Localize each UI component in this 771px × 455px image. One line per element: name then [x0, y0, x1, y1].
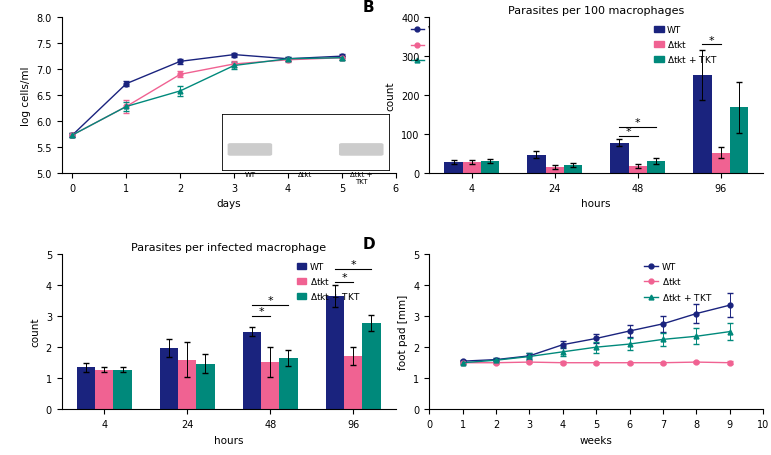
Bar — [77, 368, 95, 410]
X-axis label: days: days — [217, 199, 241, 209]
Y-axis label: log cells/ml: log cells/ml — [21, 66, 31, 126]
Bar — [564, 166, 582, 173]
Bar — [730, 108, 748, 173]
Bar — [261, 362, 279, 410]
Text: *: * — [626, 127, 631, 137]
Bar — [647, 162, 665, 173]
Text: *: * — [635, 118, 641, 128]
Bar — [197, 364, 214, 410]
Y-axis label: count: count — [30, 317, 40, 347]
Bar — [95, 370, 113, 410]
Text: *: * — [709, 35, 715, 46]
Bar — [463, 162, 481, 173]
Legend: WT, $\Delta$tkt, $\Delta$tkt+TKT: WT, $\Delta$tkt, $\Delta$tkt+TKT — [407, 23, 476, 70]
Bar — [178, 360, 197, 410]
Legend: WT, $\Delta$tkt, $\Delta$tkt + TKT: WT, $\Delta$tkt, $\Delta$tkt + TKT — [294, 259, 364, 305]
Bar — [546, 167, 564, 173]
Text: *: * — [350, 259, 356, 269]
Text: B: B — [362, 0, 374, 15]
Text: *: * — [268, 295, 273, 305]
Bar — [527, 155, 546, 173]
Text: D: D — [362, 236, 375, 251]
Bar — [160, 349, 178, 410]
Bar — [712, 153, 730, 173]
Title: Parasites per infected macrophage: Parasites per infected macrophage — [131, 242, 326, 252]
Y-axis label: count: count — [386, 81, 396, 111]
Bar — [279, 358, 298, 410]
Bar — [481, 162, 499, 173]
X-axis label: weeks: weeks — [580, 435, 613, 445]
Bar — [444, 163, 463, 173]
Legend: WT, $\Delta$tkt, $\Delta$tkt + TKT: WT, $\Delta$tkt, $\Delta$tkt + TKT — [651, 23, 721, 69]
Bar — [113, 370, 132, 410]
Bar — [344, 356, 362, 410]
Bar — [326, 296, 344, 410]
X-axis label: hours: hours — [214, 435, 244, 445]
Text: *: * — [258, 306, 264, 316]
X-axis label: hours: hours — [581, 199, 611, 209]
Bar — [611, 143, 628, 173]
Y-axis label: foot pad [mm]: foot pad [mm] — [398, 294, 408, 369]
Legend: WT, $\Delta$tkt, $\Delta$tkt + TKT: WT, $\Delta$tkt, $\Delta$tkt + TKT — [641, 259, 715, 306]
Bar — [693, 76, 712, 173]
Text: *: * — [342, 272, 347, 282]
Title: Parasites per 100 macrophages: Parasites per 100 macrophages — [508, 6, 685, 16]
Bar — [362, 323, 381, 410]
Bar — [628, 167, 647, 173]
Bar — [243, 332, 261, 410]
